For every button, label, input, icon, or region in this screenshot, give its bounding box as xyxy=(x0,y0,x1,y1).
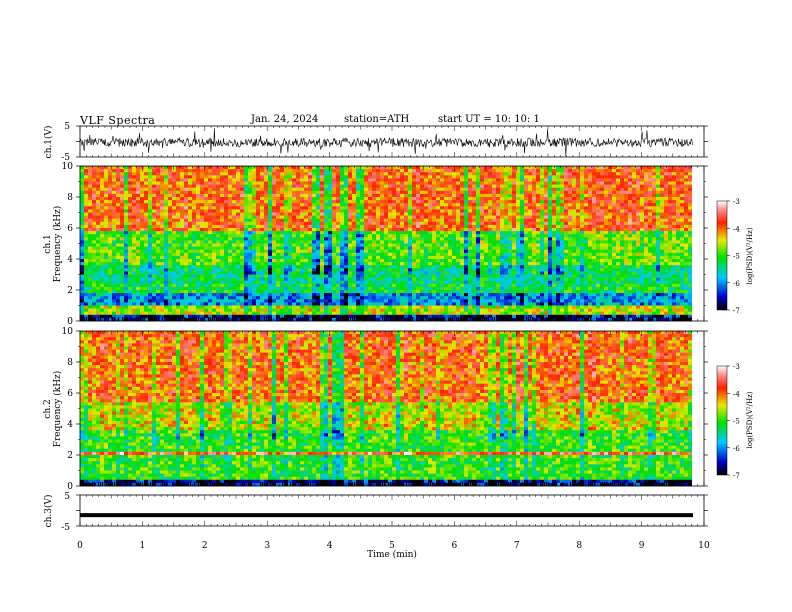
ch1-waveform-ylabel: ch.1(V) xyxy=(43,126,54,159)
ch2-colorbar-label: log(PSD)(V²/Hz) xyxy=(746,391,754,448)
ch3-waveform-ylabel: ch.3(V) xyxy=(43,495,54,528)
cb1-tick-4: -7 xyxy=(733,307,740,315)
time-tick-10: 10 xyxy=(698,541,710,551)
cb1-tick-3: -6 xyxy=(733,280,740,288)
ch3-ytick-top: 5 xyxy=(64,492,70,502)
ch2-ytick-2: 2 xyxy=(67,451,73,461)
time-tick-0: 0 xyxy=(77,541,83,551)
ch1-waveform-panel: 5 -5 ch.1(V) xyxy=(43,122,705,163)
ch2-ytick-0: 0 xyxy=(67,482,73,492)
ch1-colorbar-label: log(PSD)(V²/Hz) xyxy=(746,227,754,284)
start-time-label: start UT = 10: 10: 1 xyxy=(438,114,540,125)
ch2-spectrogram-heatmap xyxy=(80,331,704,487)
time-axis: 0 1 2 3 4 5 6 7 8 9 10 xyxy=(76,125,710,551)
cb1-tick-0: -3 xyxy=(733,198,740,206)
chart-title: VLF Spectra xyxy=(80,114,156,127)
ch3-waveform-panel: 5 -5 ch.3(V) xyxy=(43,492,705,533)
ch1-ytick-10: 10 xyxy=(62,162,74,172)
ch1-spectrogram-ylabel: ch.1 xyxy=(43,234,53,253)
time-tick-8: 8 xyxy=(576,541,582,551)
cb2-tick-0: -3 xyxy=(733,363,740,371)
ch1-ytick-4: 4 xyxy=(67,255,73,265)
ch2-frequency-ylabel: Frequency (kHz) xyxy=(52,371,63,448)
cb2-tick-4: -7 xyxy=(733,472,740,480)
time-tick-4: 4 xyxy=(327,541,333,551)
ch1-waveform-trace xyxy=(79,128,693,157)
time-tick-6: 6 xyxy=(452,541,458,551)
time-tick-3: 3 xyxy=(264,541,270,551)
cb2-tick-3: -6 xyxy=(733,445,740,453)
ch1-frequency-ylabel: Frequency (kHz) xyxy=(52,206,63,283)
ch2-ytick-6: 6 xyxy=(67,389,73,399)
station-label: station=ATH xyxy=(344,114,410,125)
time-tick-5: 5 xyxy=(389,541,395,551)
cb1-tick-1: -4 xyxy=(733,225,740,233)
ch1-colorbar: -3 -4 -5 -6 -7 log(PSD)(V²/Hz) xyxy=(716,198,754,315)
ch1-spectrogram-panel: 10 8 6 4 2 0 ch.1 Frequency (kHz) xyxy=(43,162,708,327)
ch1-ytick-2: 2 xyxy=(67,286,73,296)
cb2-tick-2: -5 xyxy=(733,418,740,426)
ch1-ytick-6: 6 xyxy=(67,224,73,234)
ch1-spectrogram-heatmap xyxy=(80,166,704,322)
cb2-tick-1: -4 xyxy=(733,390,740,398)
ch2-spectrogram-panel: 10 8 6 4 2 0 ch.2 Frequency (kHz) xyxy=(43,327,708,492)
ch1-ytick-top: 5 xyxy=(64,122,70,132)
ch2-colorbar: -3 -4 -5 -6 -7 log(PSD)(V²/Hz) xyxy=(716,363,754,480)
cb1-tick-2: -5 xyxy=(733,253,740,261)
ch1-ytick-8: 8 xyxy=(67,193,73,203)
ch3-ytick-bottom: -5 xyxy=(61,523,70,533)
time-axis-label: Time (min) xyxy=(367,549,417,560)
ch1-ytick-0: 0 xyxy=(67,317,73,327)
time-tick-1: 1 xyxy=(140,541,146,551)
ch2-spectrogram-ylabel: ch.2 xyxy=(43,399,53,418)
time-tick-9: 9 xyxy=(639,541,645,551)
time-tick-2: 2 xyxy=(202,541,208,551)
ch2-ytick-4: 4 xyxy=(67,420,73,430)
ch2-ytick-10: 10 xyxy=(62,327,74,337)
ch1-ytick-bottom: -5 xyxy=(61,153,70,163)
ch3-waveform-trace xyxy=(80,513,693,518)
date-label: Jan. 24, 2024 xyxy=(251,114,319,125)
time-tick-7: 7 xyxy=(514,541,520,551)
ch2-ytick-8: 8 xyxy=(67,358,73,368)
